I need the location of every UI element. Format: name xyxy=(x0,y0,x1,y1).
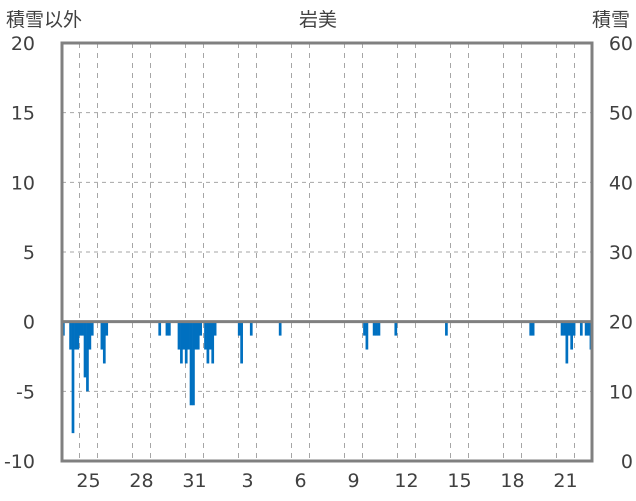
x-tick-label: 6 xyxy=(294,470,306,492)
bar xyxy=(240,321,243,364)
plot-frame xyxy=(60,41,594,463)
bar xyxy=(165,321,169,336)
bar xyxy=(570,321,574,350)
bar xyxy=(579,321,583,336)
x-tick-label: 31 xyxy=(182,470,206,492)
bar xyxy=(194,321,198,350)
bar xyxy=(192,321,195,406)
x-tick-label: 18 xyxy=(500,470,524,492)
left-y-tick-label: 0 xyxy=(23,312,35,334)
bar xyxy=(90,321,94,336)
left-y-tick-label: -5 xyxy=(16,381,35,403)
bar xyxy=(531,321,535,336)
right-axis-label: 積雪 xyxy=(592,9,630,31)
bar xyxy=(100,321,104,350)
bar xyxy=(445,321,448,336)
bar xyxy=(365,321,369,350)
right-y-tick-label: 0 xyxy=(621,451,633,473)
right-y-tick-label: 30 xyxy=(609,242,633,264)
bar xyxy=(377,321,381,336)
bar xyxy=(86,321,89,392)
right-y-tick-label: 50 xyxy=(609,103,633,125)
bar xyxy=(375,321,378,336)
x-tick-label: 3 xyxy=(241,470,253,492)
bar xyxy=(74,321,77,350)
bar xyxy=(372,321,376,336)
bar xyxy=(249,321,253,336)
bar xyxy=(213,321,217,336)
bar xyxy=(363,321,366,336)
x-tick-label: 12 xyxy=(394,470,418,492)
bar xyxy=(565,321,569,364)
bar xyxy=(572,321,576,336)
bar xyxy=(177,321,181,350)
right-y-tick-label: 40 xyxy=(609,172,633,194)
right-y-tick-label: 10 xyxy=(609,381,633,403)
x-tick-label: 21 xyxy=(553,470,577,492)
bar xyxy=(105,321,109,336)
bar xyxy=(204,321,207,350)
bar xyxy=(394,321,398,336)
x-tick-label: 15 xyxy=(447,470,471,492)
left-y-tick-label: 20 xyxy=(11,33,35,55)
bar xyxy=(180,321,183,364)
bars xyxy=(62,321,593,434)
x-tick-label: 25 xyxy=(76,470,100,492)
bar xyxy=(182,321,186,350)
bar xyxy=(237,321,241,336)
bar xyxy=(529,321,533,336)
bar xyxy=(189,321,193,406)
x-tick-label: 9 xyxy=(347,470,359,492)
bar xyxy=(278,321,282,336)
bar xyxy=(584,321,588,336)
right-y-tick-label: 20 xyxy=(609,312,633,334)
bar xyxy=(71,321,75,434)
left-y-tick-label: 15 xyxy=(11,103,35,125)
bar xyxy=(199,321,203,336)
bar xyxy=(76,321,80,350)
bar xyxy=(567,321,571,336)
chart-title: 岩美 xyxy=(299,9,337,31)
bar xyxy=(196,321,200,350)
bar xyxy=(69,321,72,350)
bar xyxy=(187,321,190,350)
gridlines xyxy=(62,43,592,461)
bar xyxy=(78,321,82,336)
bar xyxy=(88,321,92,350)
bar xyxy=(211,321,215,364)
bar xyxy=(83,321,87,378)
bar xyxy=(587,321,590,336)
left-y-tick-label: 5 xyxy=(23,242,35,264)
bar xyxy=(158,321,162,336)
left-y-tick-label: -10 xyxy=(4,451,35,473)
right-y-tick-label: 60 xyxy=(609,33,633,55)
x-tick-label: 28 xyxy=(129,470,153,492)
bar xyxy=(208,321,212,350)
bar xyxy=(206,321,210,364)
left-y-tick-label: 10 xyxy=(11,172,35,194)
bar xyxy=(184,321,188,364)
bar xyxy=(168,321,171,336)
bar xyxy=(560,321,564,336)
axis-labels: 20 60 15 50 10 40 5 30 0 20 -5 10 -10 0 25 28 31 3 6 9 12 15 1… xyxy=(4,33,633,492)
left-axis-label: 積雪以外 xyxy=(6,9,82,31)
bar xyxy=(102,321,106,364)
bar xyxy=(81,321,84,336)
bar xyxy=(563,321,566,336)
